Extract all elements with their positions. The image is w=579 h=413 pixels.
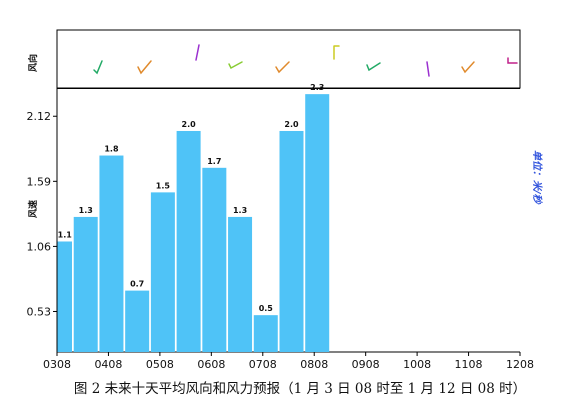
wind-barb — [228, 61, 243, 70]
figure-caption: 图 2 未来十天平均风向和风力预报（1 月 3 日 08 时至 1 月 12 日… — [74, 381, 526, 397]
bar-value-label: 1.1 — [58, 230, 73, 239]
y-tick-label: 1.06 — [27, 240, 52, 253]
bar — [202, 167, 227, 352]
bar — [99, 155, 124, 352]
bar-value-label: 0.7 — [130, 280, 144, 289]
x-ticks: 0308 0408 0508 0608 0708 0808 0908 1008 1108 1208 — [43, 352, 534, 371]
bar-value-label: 1.3 — [79, 206, 93, 215]
bar — [305, 94, 330, 353]
wind-barb — [137, 60, 152, 75]
x-tick-label: 1108 — [455, 358, 483, 371]
x-tick-label: 0908 — [352, 358, 380, 371]
bar-value-label: 2.0 — [284, 120, 299, 129]
x-tick-label: 1008 — [403, 358, 431, 371]
x-tick-label: 0308 — [43, 358, 71, 371]
x-tick-label: 0708 — [249, 358, 277, 371]
y-tick-label: 1.59 — [27, 175, 52, 188]
bar — [57, 241, 72, 352]
x-tick-label: 0408 — [94, 358, 122, 371]
wind-barbs — [93, 44, 518, 77]
bar — [150, 192, 175, 352]
bar-value-label: 1.5 — [156, 181, 171, 190]
wind-barb — [366, 62, 381, 72]
wind-barb — [461, 61, 475, 74]
y-axis-label: 风速 — [27, 200, 39, 218]
wind-direction-axis-label: 风向 — [27, 54, 39, 72]
wind-direction-panel — [56, 29, 521, 89]
wind-barb — [195, 44, 200, 61]
wind-barb — [275, 61, 290, 74]
bar — [253, 315, 278, 352]
bar-value-label: 1.3 — [233, 206, 247, 215]
bar — [125, 290, 150, 352]
bar-value-label: 1.8 — [104, 145, 119, 154]
x-tick-label: 0508 — [146, 358, 174, 371]
x-tick-label: 0808 — [300, 358, 328, 371]
bar-value-label: 1.7 — [207, 157, 221, 166]
bar-value-label: 0.5 — [259, 304, 274, 313]
x-tick-label: 1208 — [506, 358, 534, 371]
bar — [176, 130, 201, 352]
unit-label: 单位：米/秒 — [531, 150, 543, 205]
bar — [279, 130, 304, 352]
bar-value-label: 2.3 — [310, 83, 324, 92]
wind-barb — [93, 60, 103, 75]
bars: 1.1 1.3 1.8 0.7 1.5 2.0 1.7 1.3 0.5 2.0 2.3 — [57, 83, 330, 353]
wind-barb — [507, 57, 518, 64]
bar — [73, 216, 98, 352]
wind-barb — [333, 45, 340, 60]
y-ticks: 0.53 1.06 1.59 2.12 — [27, 110, 57, 318]
y-tick-label: 2.12 — [27, 110, 52, 123]
y-tick-label: 0.53 — [27, 305, 52, 318]
bar — [228, 216, 253, 352]
x-tick-label: 0608 — [197, 358, 225, 371]
bar-value-label: 2.0 — [182, 120, 197, 129]
wind-barb — [426, 61, 430, 77]
